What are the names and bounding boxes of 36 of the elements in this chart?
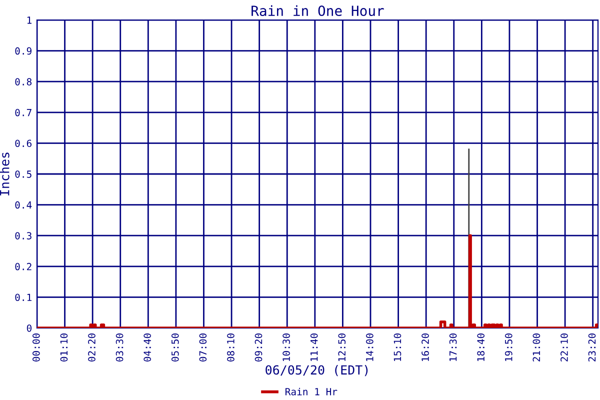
y-tick-label: 0.7	[15, 108, 32, 116]
x-tick-label: 11:40	[310, 333, 318, 361]
chart-title: Rain in One Hour	[252, 5, 384, 16]
x-tick-label: 21:00	[532, 333, 540, 362]
x-tick-label: 12:50	[338, 333, 346, 361]
x-tick-label: 05:50	[171, 333, 179, 362]
x-tick-label: 16:20	[422, 333, 429, 361]
x-tick-label: 04:40	[144, 333, 152, 362]
x-tick-label: 01:10	[60, 333, 68, 362]
x-axis-title: 06/05/20 (EDT)	[266, 364, 368, 376]
x-tick-label: 02:20	[88, 333, 96, 362]
y-tick-label: 0.9	[15, 47, 32, 55]
y-tick-label: 0.1	[15, 294, 32, 302]
x-tick-label: 07:00	[199, 333, 207, 362]
x-tick-label: 10:30	[282, 333, 290, 361]
y-axis-title: Inches	[0, 152, 10, 196]
y-tick-label: 0.8	[15, 78, 32, 86]
x-tick-label: 15:10	[394, 333, 402, 361]
x-tick-label: 23:20	[588, 333, 596, 362]
x-tick-label: 09:20	[254, 333, 262, 362]
x-tick-label: 22:10	[560, 333, 568, 362]
x-tick-label: 03:30	[116, 333, 124, 362]
y-tick-label: 0.4	[15, 201, 32, 209]
y-tick-label: 0.6	[15, 140, 32, 148]
y-tick-label: 0.2	[15, 262, 32, 270]
y-tick-label: 0	[26, 324, 32, 332]
y-tick-label: 1	[27, 16, 32, 24]
x-tick-label: 18:40	[477, 333, 485, 361]
x-tick-label: 14:00	[366, 333, 374, 361]
x-tick-label: 19:50	[504, 333, 512, 361]
y-tick-label: 0.3	[15, 232, 32, 240]
x-tick-label: 17:30	[449, 333, 457, 361]
legend-label: Rain 1 Hr	[286, 388, 338, 396]
x-tick-label: 00:00	[32, 333, 40, 362]
y-tick-label: 0.5	[15, 170, 32, 178]
x-tick-label: 08:10	[227, 333, 234, 362]
